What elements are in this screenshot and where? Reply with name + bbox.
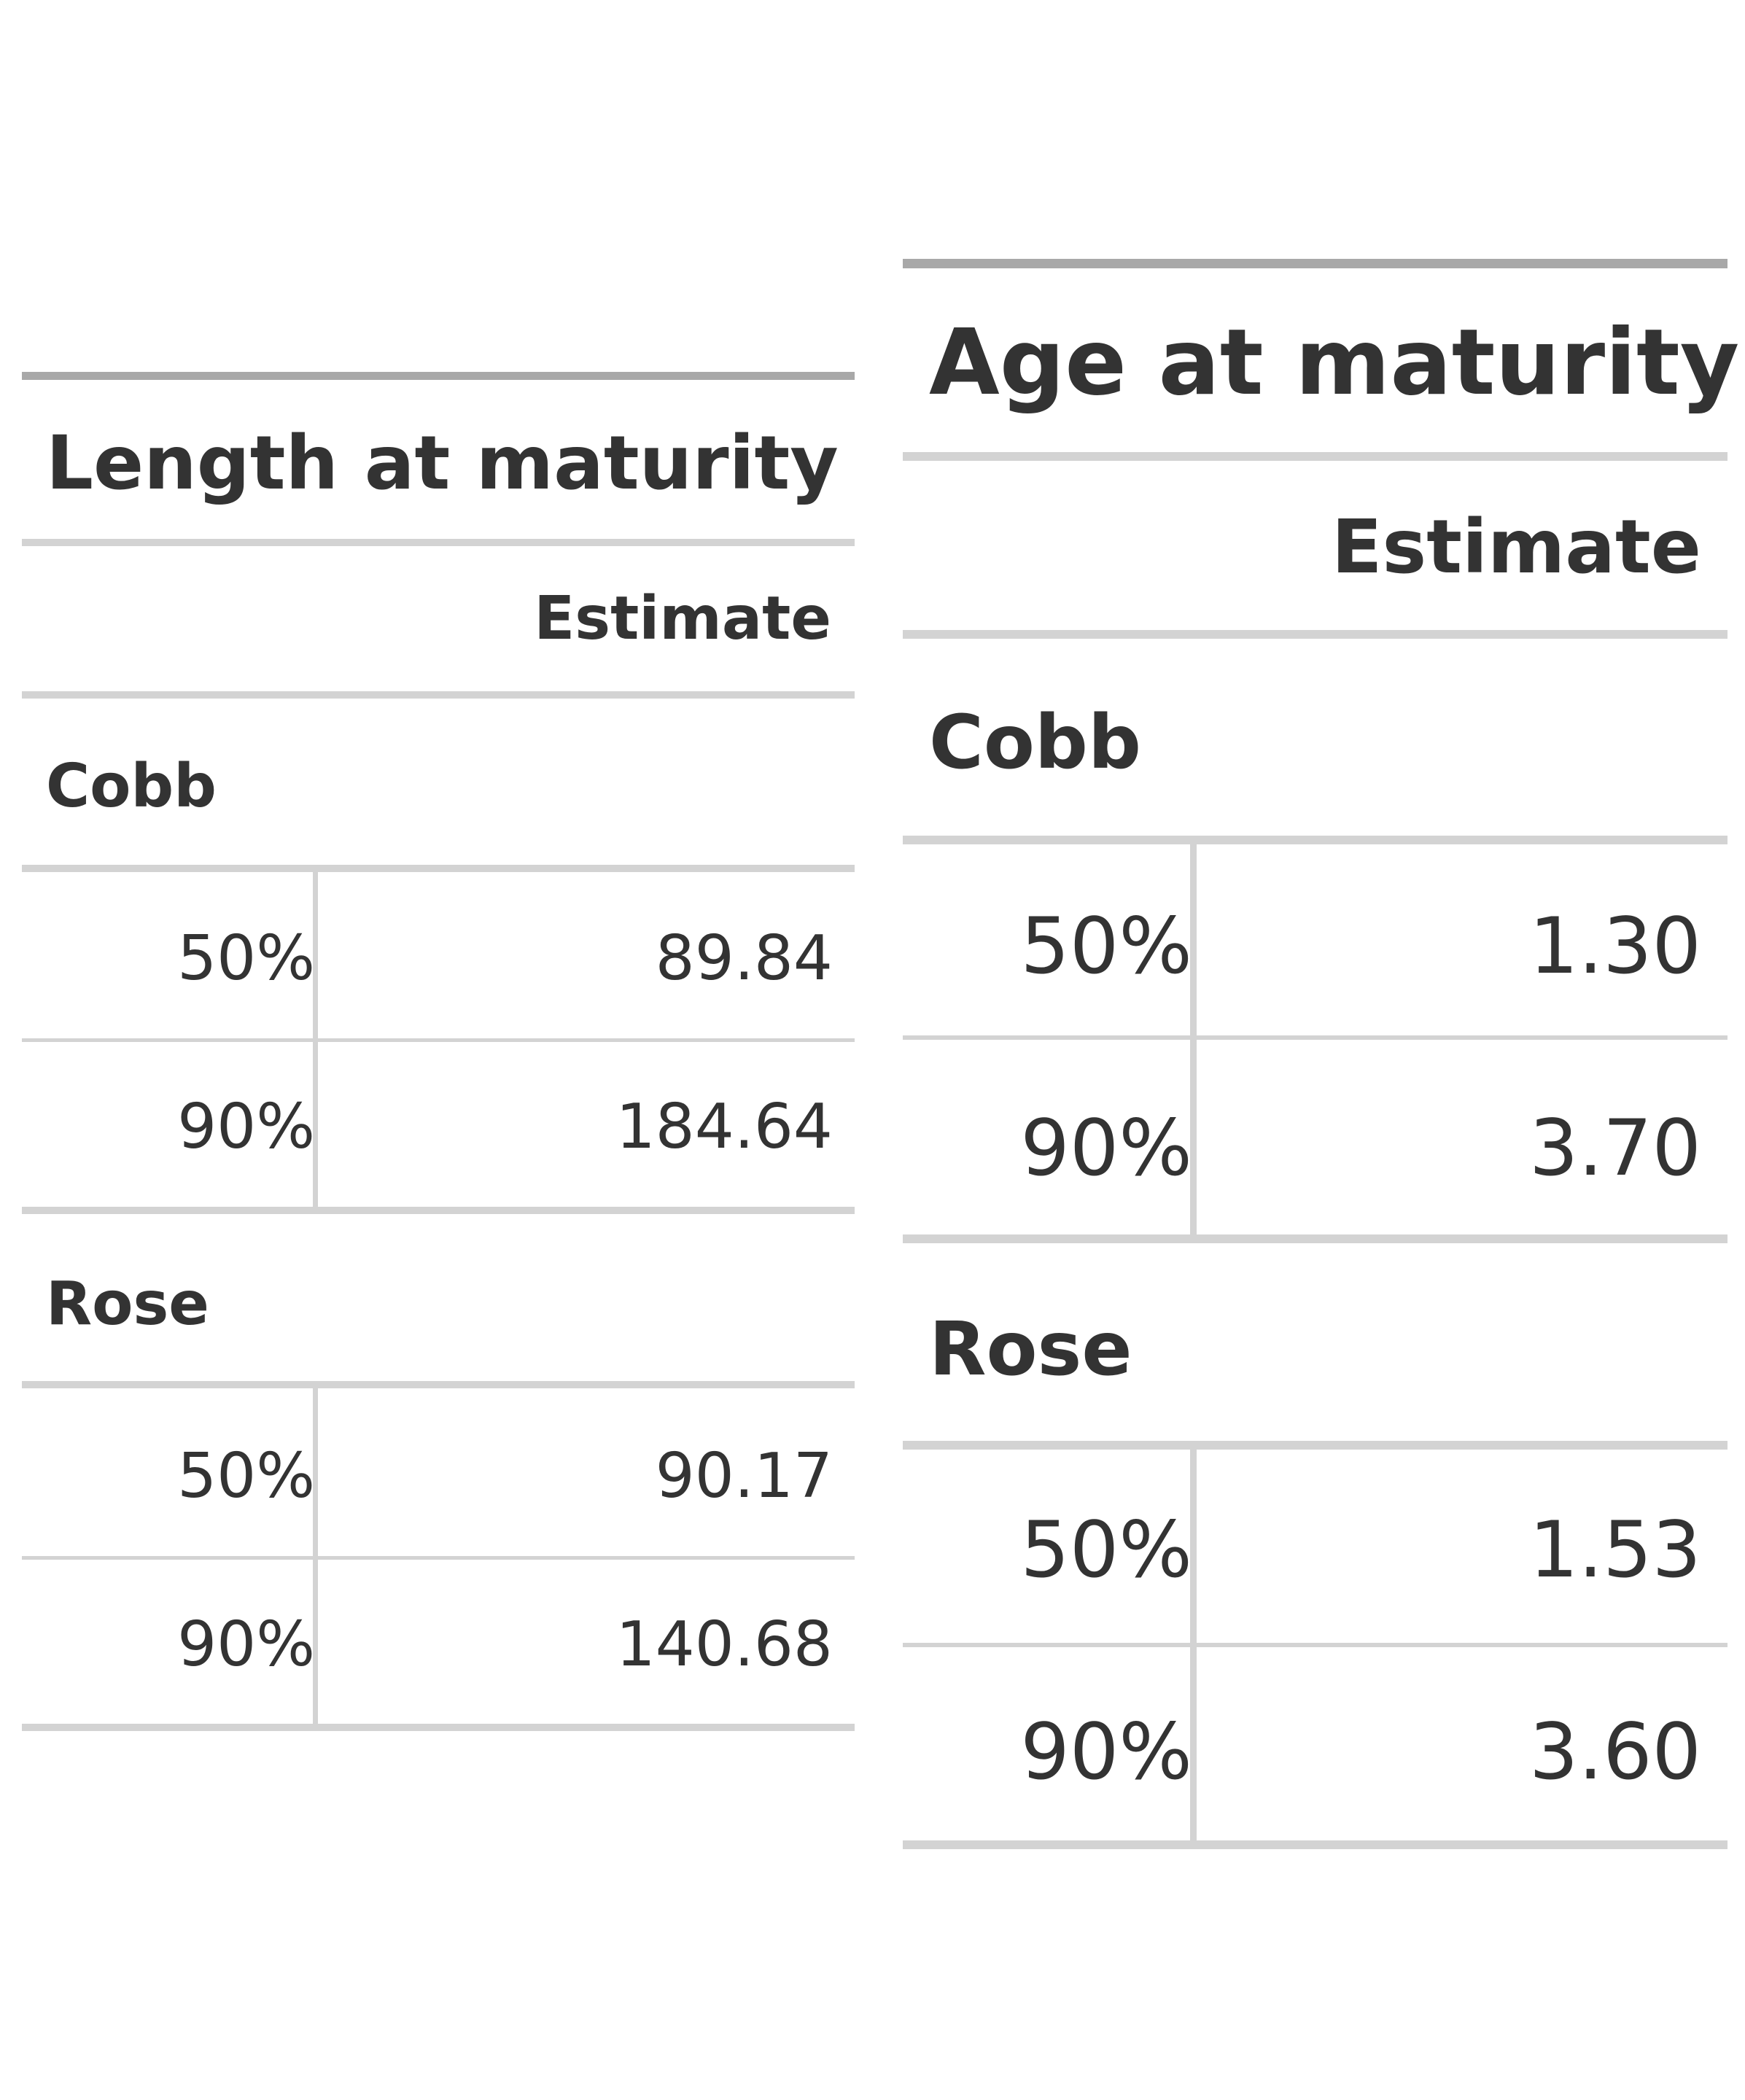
row-value: 89.84	[655, 922, 833, 995]
column-header-estimate: Estimate	[534, 584, 831, 653]
table-top-border	[22, 372, 855, 380]
row-label: 50%	[1020, 901, 1192, 991]
row-divider	[22, 1038, 855, 1042]
row-value: 1.30	[1528, 901, 1701, 991]
title-divider	[22, 539, 855, 546]
title-divider	[903, 452, 1727, 461]
row-value: 90.17	[655, 1440, 833, 1512]
group-label-rose: Rose	[929, 1306, 1132, 1393]
row-label: 90%	[1020, 1707, 1192, 1797]
length-at-maturity-table: Length at maturity Estimate Cobb 50% 89.…	[22, 0, 855, 2100]
row-value: 3.70	[1528, 1103, 1701, 1193]
stub-column-divider	[1190, 1450, 1197, 1840]
column-header-divider	[22, 691, 855, 699]
row-label: 90%	[177, 1609, 315, 1681]
group-divider	[22, 1207, 855, 1214]
row-divider	[22, 1556, 855, 1560]
row-value: 184.64	[615, 1091, 833, 1163]
group-label-rose: Rose	[46, 1269, 209, 1339]
row-label: 50%	[1020, 1505, 1192, 1595]
row-value: 1.53	[1528, 1505, 1701, 1595]
row-value: 3.60	[1528, 1707, 1701, 1797]
table-bottom-border	[903, 1840, 1727, 1849]
group-divider	[903, 1441, 1727, 1450]
group-label-cobb: Cobb	[46, 752, 217, 821]
row-value: 140.68	[615, 1609, 833, 1681]
group-divider	[903, 836, 1727, 844]
age-at-maturity-table: Age at maturity Estimate Cobb 50% 1.30 9…	[903, 0, 1739, 2100]
row-label: 90%	[177, 1091, 315, 1163]
table-bottom-border	[22, 1724, 855, 1731]
group-divider	[22, 1381, 855, 1388]
table-title: Age at maturity	[929, 310, 1740, 416]
stub-column-divider	[1190, 844, 1197, 1234]
group-divider	[903, 1234, 1727, 1243]
row-label: 90%	[1020, 1103, 1192, 1193]
column-header-divider	[903, 630, 1727, 639]
row-divider	[903, 1643, 1727, 1647]
table-title: Length at maturity	[46, 420, 839, 507]
stub-column-divider	[313, 1388, 318, 1724]
group-divider	[22, 865, 855, 872]
row-divider	[903, 1035, 1727, 1040]
row-label: 50%	[177, 922, 315, 995]
group-label-cobb: Cobb	[929, 699, 1141, 786]
stub-column-divider	[313, 872, 318, 1207]
column-header-estimate: Estimate	[1331, 504, 1701, 591]
row-label: 50%	[177, 1440, 315, 1512]
table-top-border	[903, 259, 1727, 268]
